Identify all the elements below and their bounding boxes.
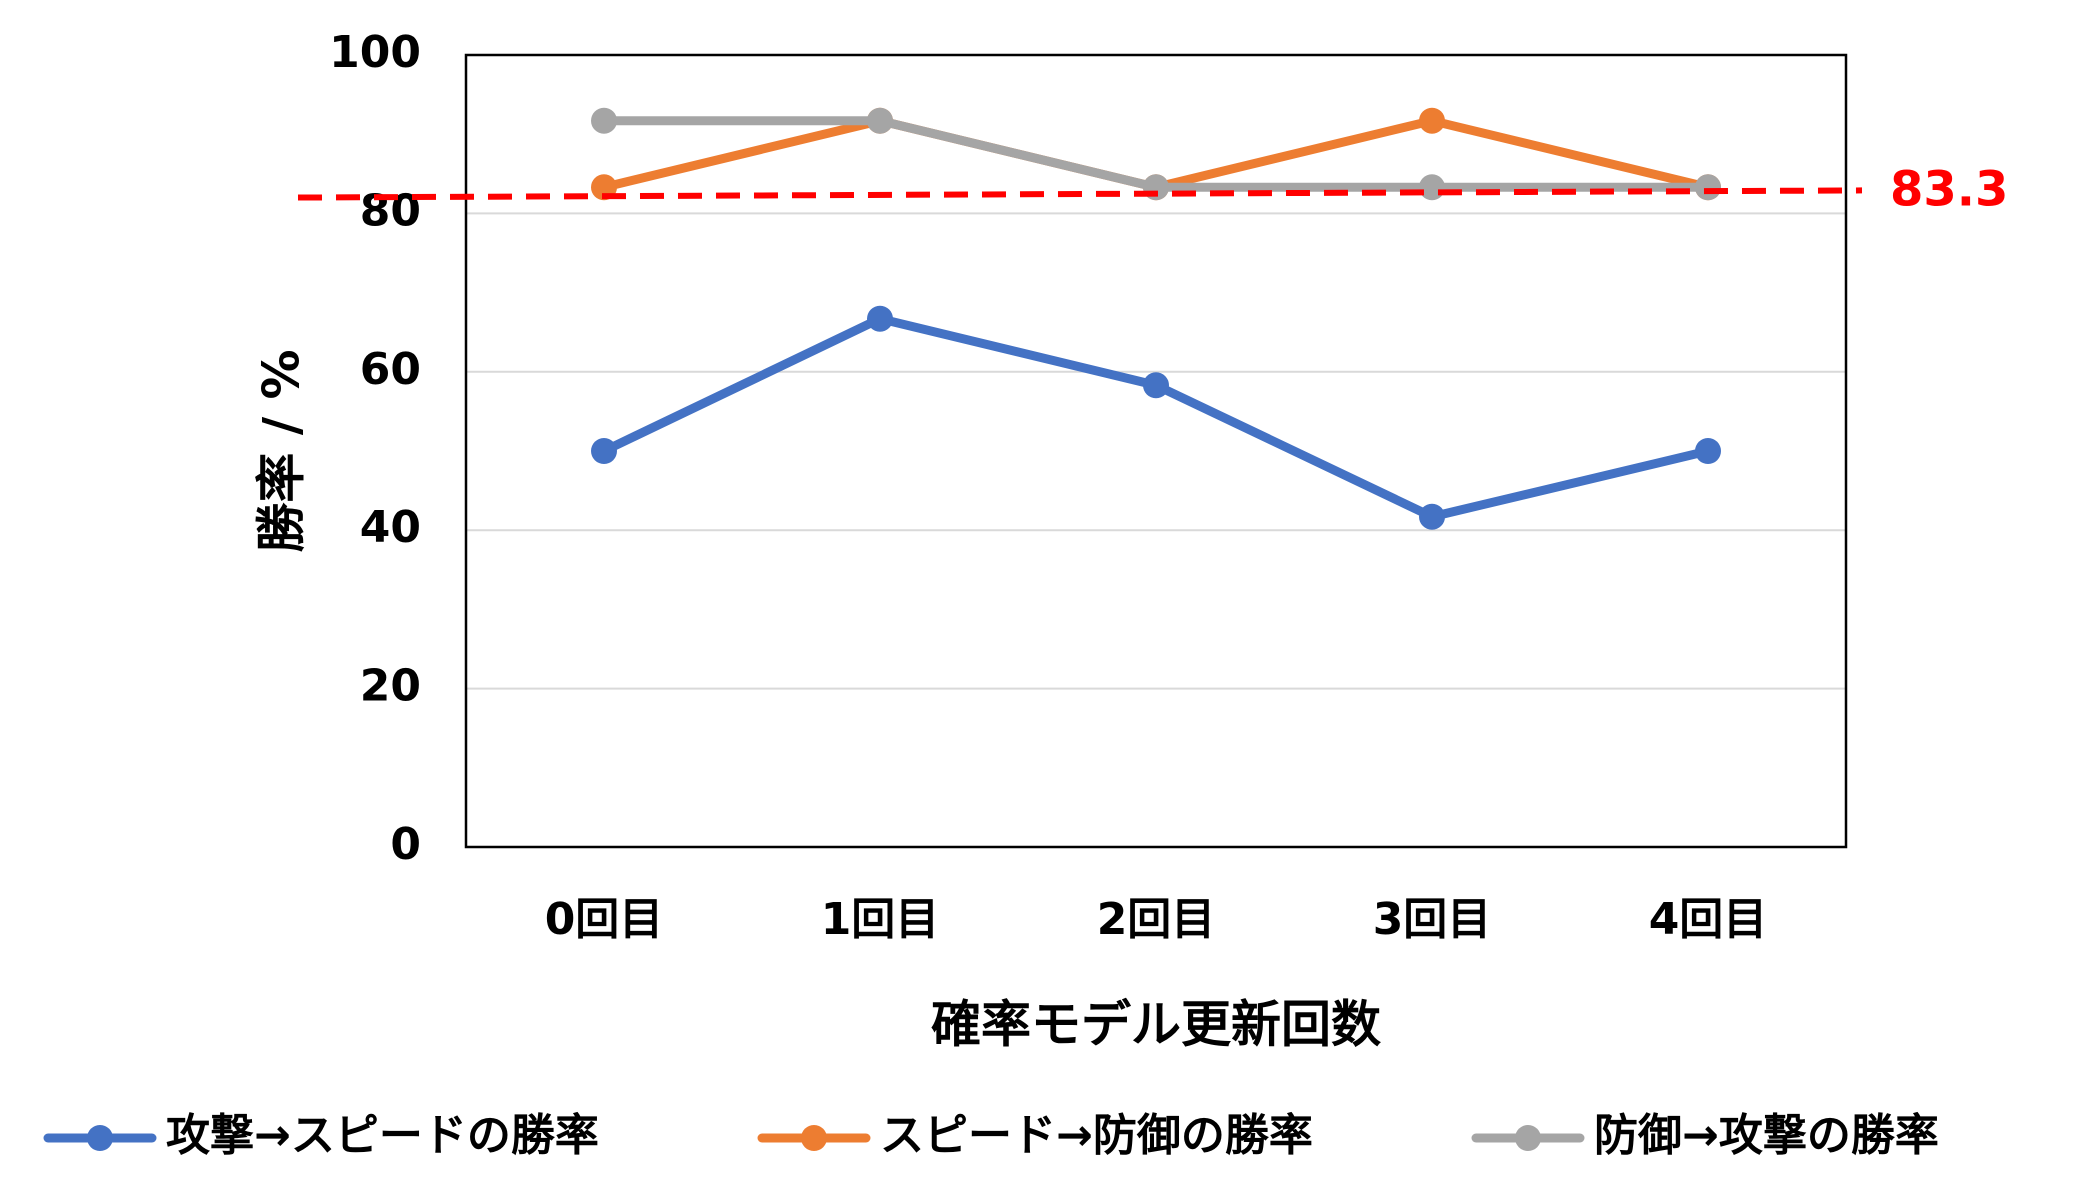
data-point — [1419, 107, 1445, 134]
legend-label: 攻撃→スピードの勝率 — [166, 1110, 599, 1161]
data-point — [591, 438, 617, 464]
reference-line-group: 83.3 — [297, 161, 2008, 217]
x-tick-labels: 0回目 1回目 2回目 3回目 4回目 — [545, 894, 1768, 945]
legend-item: スピード→防御の勝率 — [757, 1110, 1313, 1161]
data-point — [1695, 174, 1721, 201]
legend-marker — [1515, 1125, 1541, 1151]
legend-marker — [801, 1125, 827, 1151]
y-tick-label: 0 — [390, 819, 421, 870]
y-axis-title: 勝率 / % — [253, 349, 311, 552]
data-point — [867, 305, 893, 332]
legend-item: 攻撃→スピードの勝率 — [43, 1110, 599, 1161]
data-point — [1419, 503, 1445, 530]
y-tick-label: 40 — [360, 502, 421, 553]
reference-line-label: 83.3 — [1890, 161, 2008, 217]
x-axis-title: 確率モデル更新回数 — [931, 996, 1381, 1054]
y-tick-label: 80 — [360, 185, 421, 236]
y-tick-labels: 0 20 40 60 80 100 — [329, 27, 421, 870]
series-line — [599, 314, 1713, 522]
x-tick-label: 0回目 — [545, 894, 664, 945]
x-tick-label: 1回目 — [821, 894, 940, 945]
data-point — [591, 107, 617, 134]
data-point — [867, 107, 893, 134]
data-point — [1695, 438, 1721, 464]
legend-label: 防御→攻撃の勝率 — [1594, 1110, 1939, 1161]
reference-line — [297, 187, 1863, 201]
x-tick-label: 2回目 — [1097, 894, 1216, 945]
series-1 — [591, 305, 1721, 530]
legend-item: 防御→攻撃の勝率 — [1471, 1110, 1939, 1161]
data-point — [1419, 174, 1445, 201]
legend-label: スピード→防御の勝率 — [880, 1110, 1313, 1161]
y-tick-label: 60 — [360, 344, 421, 395]
plot-area-frame — [464, 53, 1848, 849]
gridlines — [466, 212, 1846, 690]
series-lines — [591, 107, 1721, 530]
x-tick-label: 3回目 — [1373, 894, 1492, 945]
legend-marker — [87, 1125, 113, 1151]
x-tick-label: 4回目 — [1649, 894, 1768, 945]
legend: 攻撃→スピードの勝率 スピード→防御の勝率 防御→攻撃の勝率 — [43, 1110, 1939, 1161]
y-tick-label: 20 — [360, 661, 421, 712]
data-point — [1143, 372, 1169, 399]
y-tick-label: 100 — [329, 27, 421, 78]
